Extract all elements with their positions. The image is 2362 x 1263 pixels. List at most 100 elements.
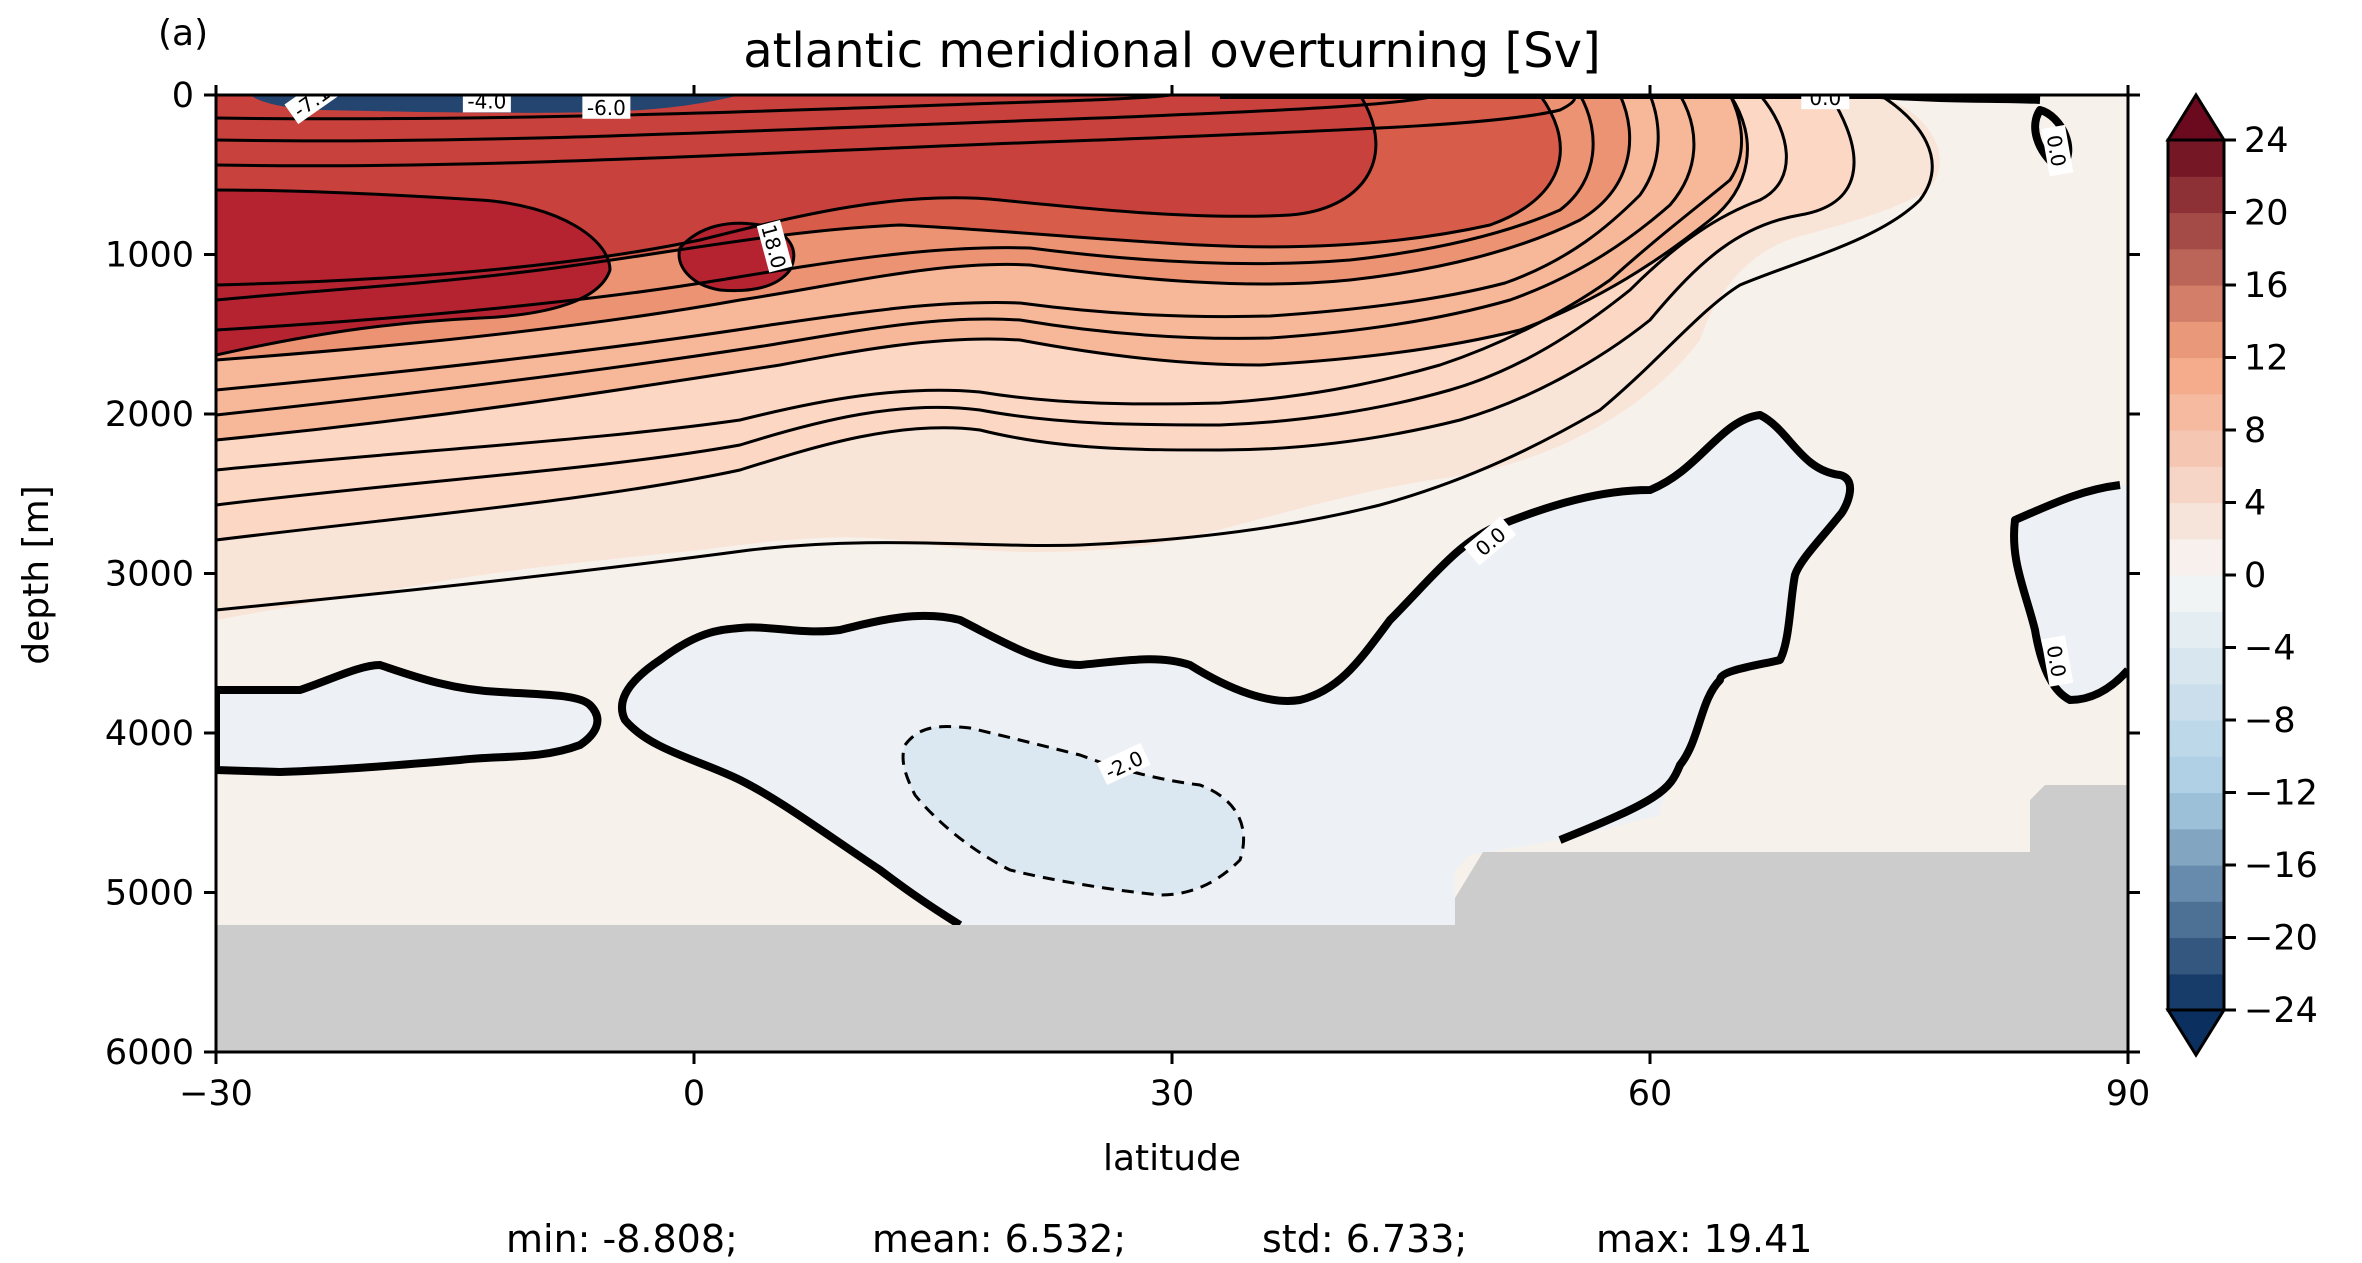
plot-area: 18.0-4.0 -6.0-7.10.0-2.00.00.00.0 [216,86,2128,1052]
colorbar-segment [2168,357,2224,395]
contour-line [216,95,1562,302]
x-tick-label: 60 [1628,1074,1673,1114]
colorbar-segment [2168,393,2224,431]
colorbar-segment [2168,720,2224,757]
contour-label-bg [462,95,511,113]
colorbar-tick-label: 24 [2244,121,2289,161]
x-tick-label: −30 [179,1074,253,1114]
contour-label-bg [2041,635,2074,687]
colorbar-segment [2168,828,2224,866]
colorbar-segment [2168,321,2224,359]
panel-label: (a) [158,13,208,54]
x-axis: −30 0 30 60 90 [179,85,2150,1114]
contour-label-bg [284,95,338,125]
contour-label: 0.0 [2041,124,2074,177]
stat-mean: mean: 6.532; [872,1217,1126,1261]
colorbar-tick-label: −8 [2244,701,2296,741]
contour-label: 0.0 [1801,86,1850,110]
y-tick-label: 1000 [105,236,194,276]
x-tick-label: 30 [1150,1074,1195,1114]
colorbar-segment [2168,285,2224,322]
colorbar-extend-min [2165,1008,2227,1058]
colorbar-segment [2168,647,2224,685]
contour-lines [216,95,1934,612]
x-tick-label: 90 [2106,1074,2151,1114]
y-tick-label: 3000 [105,555,194,595]
contour-line [216,95,1660,392]
colorbar-segment [2168,575,2224,612]
contour-label: 0.0 [2041,635,2074,687]
colorbar-tick-label: 4 [2244,484,2266,524]
y-tick-label: 6000 [105,1033,194,1073]
colorbar-segment [2168,212,2224,250]
land-mask [216,785,2128,1052]
zero-contour-main [617,411,1855,929]
colorbar-tick-label: 0 [2244,556,2266,596]
fill-negative-dashed-region [903,726,1244,895]
contour-line [677,221,796,293]
colorbar-segment [2168,865,2224,902]
colorbar-tick-label: 16 [2244,266,2289,306]
contour-line [216,95,1632,362]
colorbar: 24 20 16 12 8 4 0 −4 −8 −12 −16 −20 −24 [2165,92,2318,1058]
contour-label: -6.0 [582,95,631,120]
x-axis-label: latitude [1103,1138,1241,1179]
contour-line [216,95,1378,287]
colorbar-tick-label: −24 [2244,991,2318,1031]
y-axis-label: depth [m] [16,485,57,664]
contour-label-text: 0.0 [2042,643,2071,678]
colorbar-tick-label: 8 [2244,411,2266,451]
contour-label-text: -4.0 [467,89,506,113]
colorbar-segment [2168,683,2224,721]
colorbar-segment [2168,430,2224,467]
colorbar-tick-label: −4 [2244,629,2296,669]
contour-line [216,95,1788,507]
colorbar-segment [2168,611,2224,649]
contour-label-bg [582,95,631,119]
zero-contour-right [2010,481,2128,704]
contour-dashed-negative [901,725,1246,897]
contour-label-bg [1463,516,1517,566]
contour-label-text: 0.0 [2042,133,2071,168]
colorbar-segment [2168,502,2224,540]
colorbar-segment [2168,973,2224,1011]
contour-line [216,95,1934,612]
colorbar-segment [2168,538,2224,576]
colorbar-segment [2168,901,2224,939]
y-tick-label: 5000 [105,874,194,914]
colorbar-extend-max [2165,92,2227,142]
colorbar-tick-label: 12 [2244,339,2289,379]
contour-line [216,188,612,357]
colorbar-segment [2168,937,2224,975]
contour-line [216,95,1171,121]
contour-label-bg [1801,95,1850,110]
colorbar-tick-label: −12 [2244,774,2318,814]
stat-min: min: -8.808; [506,1217,738,1261]
colorbar-tick-label: −20 [2244,919,2318,959]
contour-label-text: 0.0 [1809,86,1841,110]
contour-label-bg [1096,742,1151,786]
contour-line [216,95,1696,417]
contour-label-text: -6.0 [587,96,626,120]
stat-std: std: 6.733; [1262,1217,1467,1261]
colorbar-segment [2168,792,2224,830]
x-tick-label: 0 [683,1074,705,1114]
y-tick-label: 0 [172,76,194,116]
colorbar-segment [2168,140,2224,177]
colorbar-segment [2168,466,2224,504]
y-tick-label: 2000 [105,395,194,435]
chart-title: atlantic meridional overturning [Sv] [743,23,1601,79]
contour-line [216,95,1744,472]
contour-line [216,95,1856,542]
fill-band-20-left [216,190,610,355]
colorbar-segment [2168,248,2224,286]
colorbar-tick-label: 20 [2244,194,2289,234]
colorbar-segment [2168,176,2224,214]
fill-negative-left [216,660,602,777]
contour-line [216,95,1441,143]
colorbar-tick-label: −16 [2244,846,2318,886]
colorbar-segment [2168,756,2224,794]
contour-line [216,95,1576,168]
y-axis: 0 1000 2000 3000 4000 5000 6000 [105,76,2140,1073]
